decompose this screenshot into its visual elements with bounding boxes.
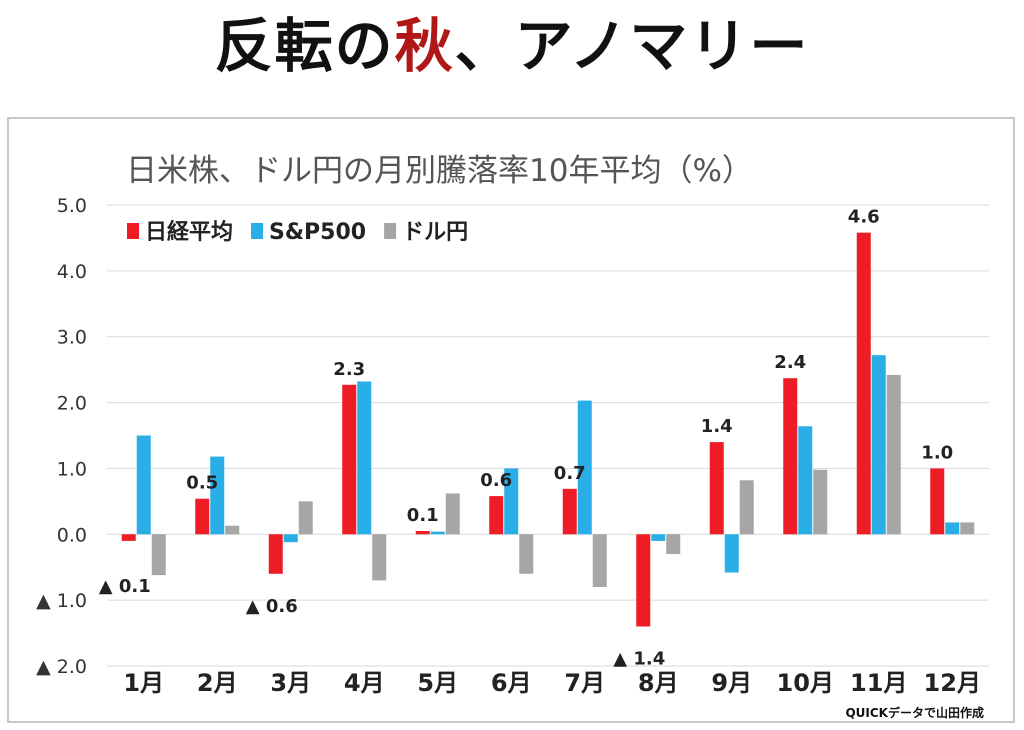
legend-swatch bbox=[127, 223, 139, 239]
y-tick-label: 2.0 bbox=[57, 393, 87, 415]
y-tick-label: 3.0 bbox=[57, 327, 87, 349]
bar bbox=[298, 501, 313, 535]
y-tick-label: 4.0 bbox=[57, 261, 87, 283]
bar bbox=[415, 530, 430, 535]
data-label: 0.6 bbox=[480, 470, 512, 491]
y-tick-label: 1.0 bbox=[57, 458, 87, 480]
bar bbox=[960, 522, 975, 535]
x-tick-label: 8月 bbox=[638, 669, 679, 697]
bars bbox=[121, 232, 975, 627]
x-tick-label: 5月 bbox=[417, 669, 458, 697]
bar bbox=[592, 534, 607, 587]
title-part-1: 反転の bbox=[214, 12, 395, 80]
bar bbox=[445, 493, 460, 535]
data-label: 1.4 bbox=[701, 416, 733, 437]
y-tick-label: ▲ 2.0 bbox=[36, 656, 87, 678]
bar bbox=[651, 534, 666, 541]
x-tick-label: 1月 bbox=[123, 669, 164, 697]
bar bbox=[430, 531, 445, 535]
bar bbox=[210, 456, 225, 535]
bar bbox=[504, 468, 519, 535]
data-label: 4.6 bbox=[848, 207, 880, 228]
bar bbox=[342, 384, 357, 535]
x-tick-label: 3月 bbox=[270, 669, 311, 697]
bar bbox=[489, 496, 504, 535]
x-axis: 1月 2月 3月 4月 5月 6月 7月 8月 9月 10月 11月 12月 bbox=[123, 669, 981, 697]
bar bbox=[798, 426, 813, 535]
grid bbox=[107, 204, 989, 667]
chart-frame: 5.0 4.0 3.0 2.0 1.0 0.0 ▲ 1.0 ▲ 2.0 ▲ 0.1 0.5 ▲ 0… bbox=[7, 117, 1015, 723]
legend-swatch bbox=[251, 223, 264, 239]
bar bbox=[283, 534, 298, 543]
bar bbox=[856, 232, 871, 535]
source-credit: QUICKデータで山田作成 bbox=[845, 706, 984, 720]
bar bbox=[724, 534, 739, 573]
legend-label: 日経平均 bbox=[145, 219, 233, 245]
bar bbox=[636, 534, 651, 627]
bar bbox=[268, 534, 283, 574]
title-accent: 秋 bbox=[394, 12, 455, 80]
y-tick-label: 0.0 bbox=[57, 524, 87, 546]
bar bbox=[783, 378, 798, 535]
bar bbox=[709, 442, 724, 535]
bar bbox=[195, 498, 210, 535]
x-tick-label: 11月 bbox=[850, 669, 907, 697]
data-label: 0.1 bbox=[407, 505, 439, 526]
y-tick-label: ▲ 1.0 bbox=[36, 590, 87, 612]
chart: 5.04.03.02.01.00.0▲ 1.0▲ 2.0 ▲ 0.10.5▲ 0… bbox=[36, 153, 989, 697]
data-label: 2.3 bbox=[333, 359, 365, 380]
bar bbox=[739, 480, 754, 535]
data-label: 2.4 bbox=[774, 352, 806, 373]
data-label: ▲ 0.6 bbox=[246, 596, 298, 617]
bar bbox=[519, 534, 534, 574]
bar bbox=[666, 534, 681, 555]
x-tick-label: 4月 bbox=[344, 669, 385, 697]
y-axis: 5.0 4.0 3.0 2.0 1.0 0.0 ▲ 1.0 ▲ 2.0 bbox=[36, 195, 87, 678]
x-tick-label: 2月 bbox=[197, 669, 238, 697]
data-label: ▲ 0.1 bbox=[99, 576, 151, 597]
bar bbox=[871, 355, 886, 535]
title-part-2: 、アノマリー bbox=[454, 12, 810, 80]
data-labels: ▲ 0.1 0.5 ▲ 0.6 2.3 0.1 0.6 0.7 ▲ 1.4 1.4 2.4 4.6 1… bbox=[99, 207, 953, 670]
legend-label: ドル円 bbox=[402, 220, 468, 245]
legend-label: S&P500 bbox=[269, 220, 366, 245]
x-tick-label: 12月 bbox=[924, 669, 981, 697]
x-tick-label: 6月 bbox=[491, 669, 532, 697]
bar bbox=[372, 534, 387, 581]
bar bbox=[225, 525, 240, 535]
legend: 日経平均 S&P500 ドル円 bbox=[127, 219, 468, 245]
data-label: ▲ 1.4 bbox=[613, 648, 665, 669]
chart-title: 日米株、ドル円の月別騰落率10年平均（%） bbox=[126, 153, 753, 189]
legend-swatch bbox=[384, 223, 397, 239]
bar bbox=[813, 469, 828, 535]
bar bbox=[886, 374, 901, 535]
y-tick-label: 5.0 bbox=[57, 195, 87, 217]
x-tick-label: 9月 bbox=[711, 669, 752, 697]
bar bbox=[151, 534, 166, 576]
bar bbox=[136, 435, 151, 535]
bar bbox=[357, 381, 372, 535]
data-label: 0.5 bbox=[186, 473, 218, 494]
x-tick-label: 7月 bbox=[564, 669, 605, 697]
bar bbox=[562, 488, 577, 535]
data-label: 1.0 bbox=[921, 442, 953, 463]
bar bbox=[945, 522, 960, 535]
page-title: 反転の秋、アノマリー bbox=[0, 6, 1024, 86]
bar bbox=[930, 468, 945, 535]
data-label: 0.7 bbox=[554, 463, 586, 484]
x-tick-label: 10月 bbox=[777, 669, 834, 697]
bar bbox=[577, 400, 592, 535]
bar bbox=[121, 534, 136, 541]
